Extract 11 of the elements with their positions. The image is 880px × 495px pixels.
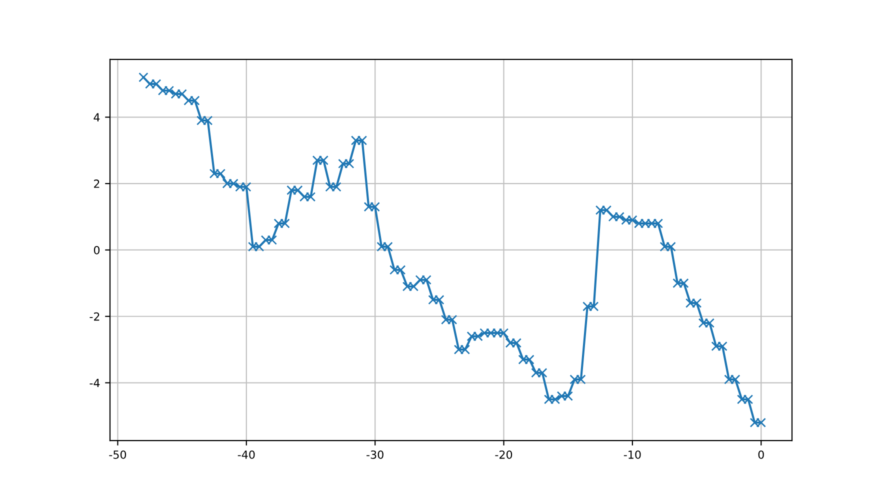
y-tick-label: 2 — [94, 180, 100, 188]
x-tick-label: -30 — [366, 450, 384, 459]
x-tick-label: -40 — [238, 450, 255, 459]
y-tick-label: -4 — [90, 378, 100, 387]
x-tick-label: -50 — [109, 450, 126, 459]
y-tick-label: 0 — [94, 246, 100, 254]
y-tick-label: -2 — [90, 312, 100, 321]
x-tick-label: -20 — [495, 450, 512, 459]
y-tick-label: 4 — [94, 113, 100, 122]
x-tick-label: -10 — [624, 450, 641, 459]
x-tick-label: 0 — [758, 450, 764, 459]
